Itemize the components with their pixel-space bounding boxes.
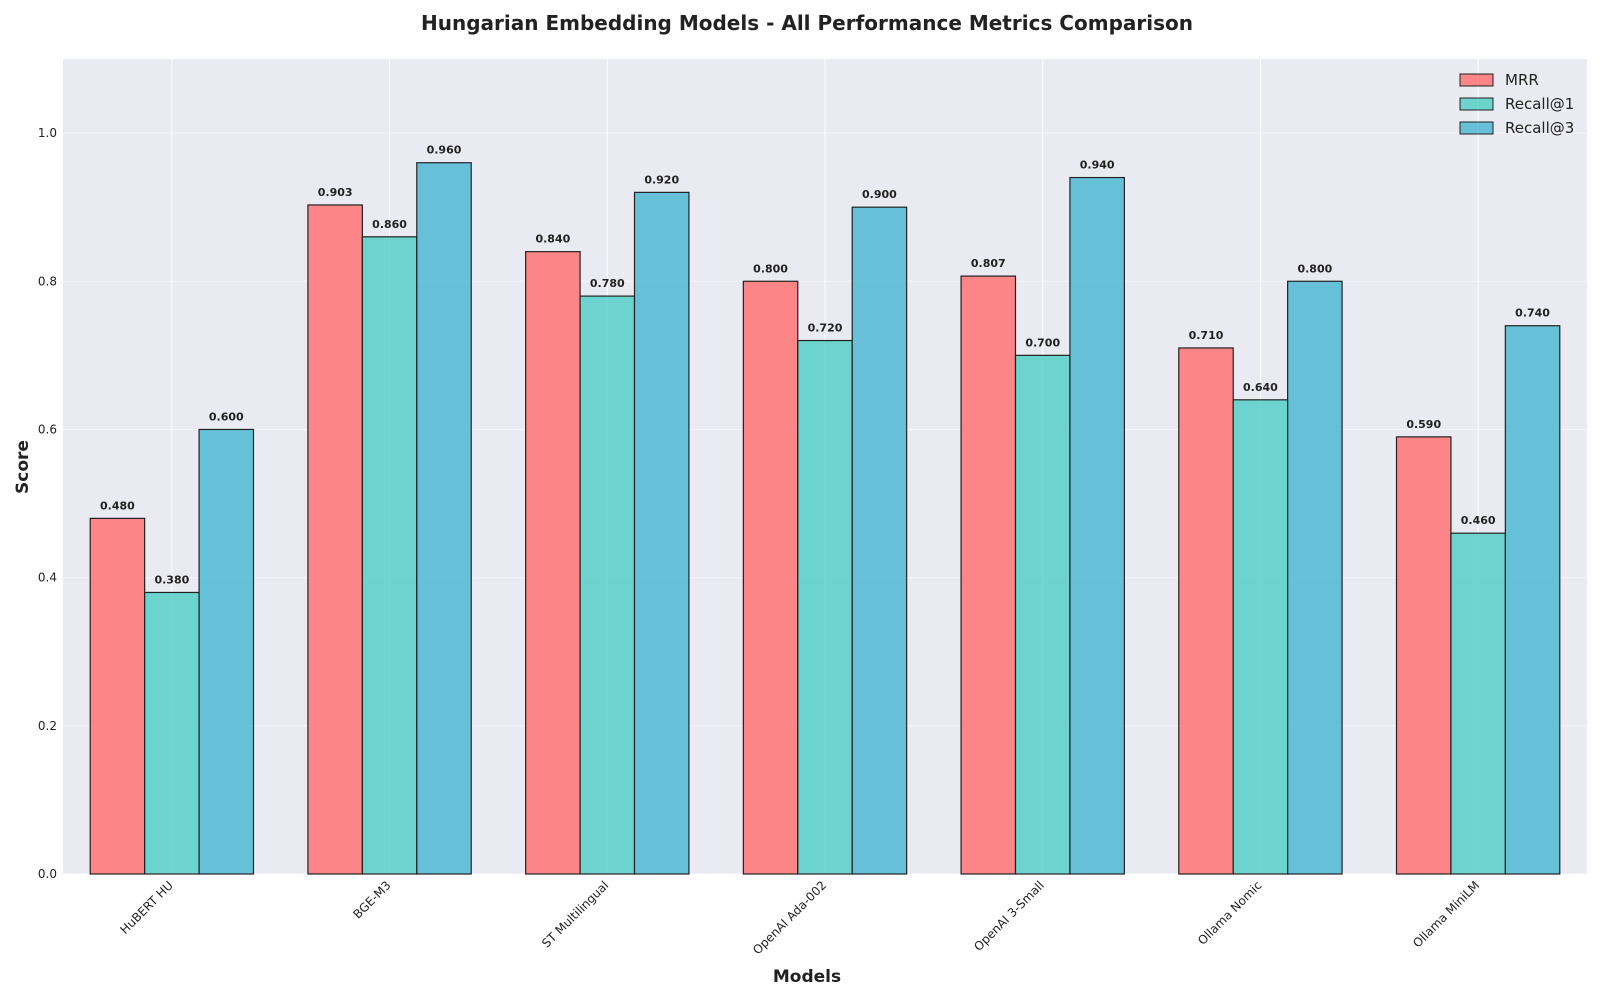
bar-recall-3 — [851, 206, 908, 875]
data-label: 0.940 — [1080, 159, 1115, 172]
legend-swatch — [1459, 97, 1494, 111]
plot-area: 0.0 0.2 0.4 0.6 0.8 1.0 0.480 0.903 0.840 0.800 0.… — [38, 59, 1587, 957]
legend-swatch — [1459, 121, 1494, 135]
data-label: 0.720 — [808, 322, 843, 335]
data-label: 0.590 — [1406, 418, 1441, 431]
x-tick-label: OpenAI Ada-002 — [750, 878, 829, 957]
bar-recall-3 — [633, 191, 690, 875]
data-label: 0.920 — [644, 173, 679, 186]
x-tick-label: Ollama Nomic — [1195, 878, 1264, 947]
chart-title: Hungarian Embedding Models - All Perform… — [421, 11, 1193, 35]
bar-recall-1 — [1232, 399, 1289, 875]
data-label: 0.807 — [971, 257, 1006, 270]
data-label: 0.960 — [427, 144, 462, 157]
x-tick-label: Ollama MiniLM — [1410, 878, 1482, 950]
data-label: 0.900 — [862, 188, 897, 201]
legend-label: MRR — [1505, 71, 1539, 89]
data-label: 0.860 — [372, 218, 407, 231]
x-axis-label: Models — [773, 967, 841, 987]
bar-mrr — [525, 251, 581, 875]
bar-recall-1 — [1450, 532, 1506, 875]
data-label: 0.380 — [154, 573, 189, 586]
data-label: 0.780 — [590, 277, 625, 290]
x-tick-label: ST Multilingual — [539, 878, 611, 950]
legend-label: Recall@1 — [1505, 95, 1574, 113]
data-label: 0.800 — [1297, 262, 1332, 275]
bar-recall-1 — [579, 295, 636, 875]
bar-mrr — [89, 517, 146, 875]
bar-recall-3 — [416, 162, 472, 875]
y-tick-label: 1.0 — [38, 126, 57, 140]
bar-recall-1 — [361, 236, 418, 875]
y-tick-label: 0.4 — [38, 571, 57, 585]
bar-recall-3 — [198, 428, 255, 875]
y-tick-label: 0.8 — [38, 274, 57, 288]
bar-recall-3 — [1069, 176, 1125, 875]
bar-recall-3 — [1504, 325, 1561, 875]
data-label: 0.710 — [1189, 329, 1224, 342]
data-label: 0.480 — [100, 499, 135, 512]
data-label: 0.640 — [1243, 381, 1278, 394]
x-tick-label: HuBERT HU — [117, 878, 176, 937]
y-tick-label: 0.2 — [38, 719, 57, 733]
bar-recall-1 — [1014, 354, 1071, 875]
data-label: 0.740 — [1515, 307, 1550, 320]
y-axis-label: Score — [13, 440, 33, 494]
data-label: 0.840 — [535, 233, 570, 246]
data-label: 0.800 — [753, 262, 788, 275]
bar-mrr — [1395, 436, 1452, 875]
legend: MRR Recall@1 Recall@3 — [1459, 71, 1574, 137]
x-tick-label: OpenAI 3-Small — [971, 878, 1047, 954]
data-label: 0.600 — [209, 410, 244, 423]
bar-recall-1 — [797, 339, 853, 875]
bar-mrr — [742, 280, 799, 875]
data-label: 0.903 — [318, 186, 353, 199]
bar-recall-3 — [1287, 280, 1343, 875]
bar-mrr — [960, 275, 1017, 875]
data-label: 0.460 — [1461, 514, 1496, 527]
y-tick-label: 0.6 — [38, 422, 57, 436]
bar-mrr — [1178, 347, 1234, 875]
bar-recall-1 — [144, 591, 200, 875]
bar-mrr — [307, 204, 363, 875]
data-label: 0.700 — [1025, 336, 1060, 349]
legend-label: Recall@3 — [1505, 119, 1574, 137]
x-tick-label: BGE-M3 — [350, 878, 393, 921]
y-tick-label: 0.0 — [38, 867, 57, 881]
legend-swatch — [1459, 73, 1494, 87]
